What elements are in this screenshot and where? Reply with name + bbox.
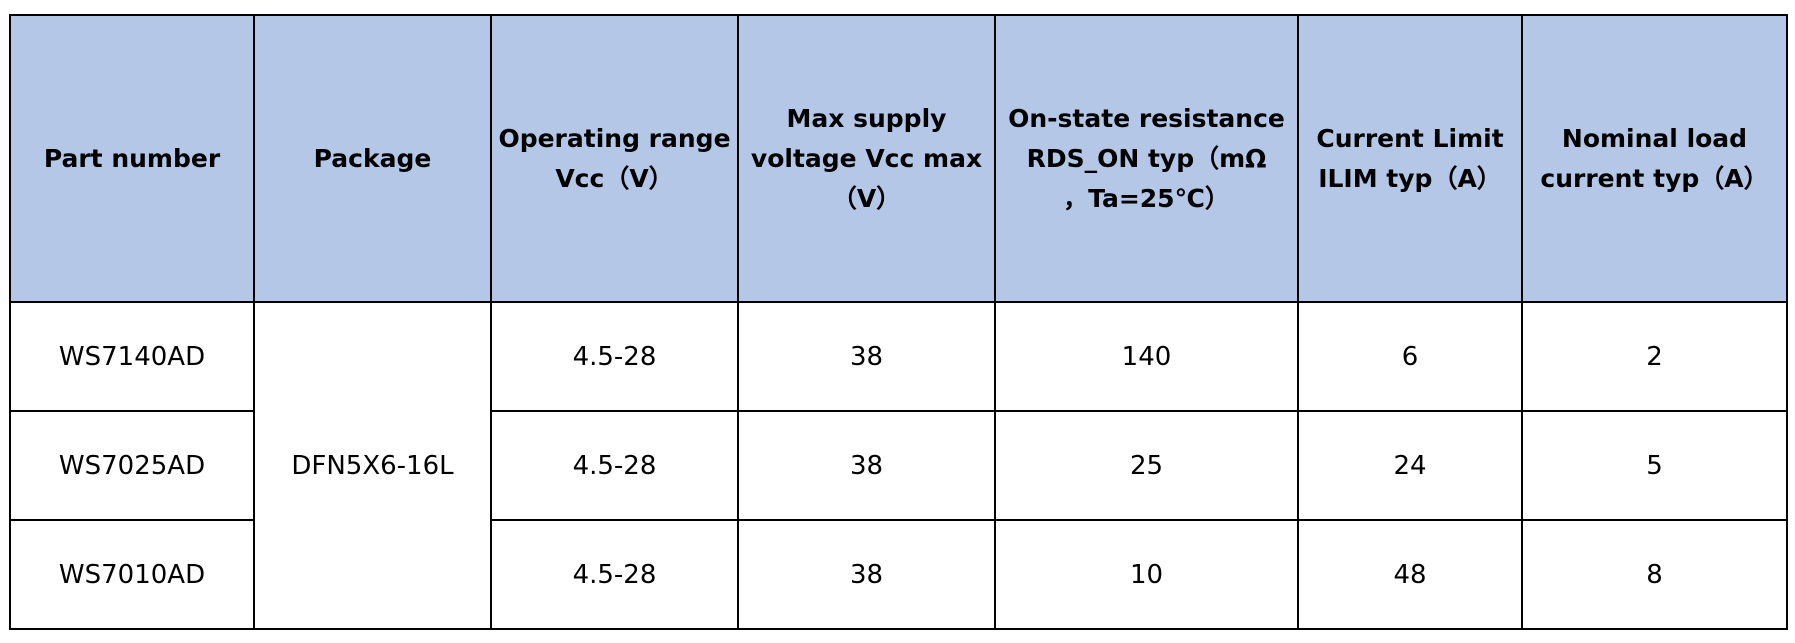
header-line: Max supply [786, 103, 947, 133]
table-row: WS7140AD DFN5X6-16L 4.5-28 38 140 6 2 [9, 301, 1788, 630]
header-line: Current Limit [1316, 123, 1504, 153]
header-line: RDS_ON typ（mΩ [1026, 143, 1267, 173]
table-body: WS7140AD DFN5X6-16L 4.5-28 38 140 6 2 WS7025AD 4… [9, 301, 1788, 630]
table-cell: 4.5-28 [490, 410, 739, 521]
header-line: Nominal load [1561, 123, 1748, 153]
header-row: Part number Package Operating range Vcc（V） M… [9, 14, 1788, 303]
header-line: （V） [831, 183, 902, 213]
table-cell: 38 [737, 519, 996, 630]
table-cell: 5 [1521, 410, 1788, 521]
header-cell: Operating range Vcc（V） [490, 14, 739, 303]
header-line: On-state resistance [1008, 103, 1285, 133]
header-cell: On-state resistance RDS_ON typ（mΩ ，Ta=25℃） [994, 14, 1299, 303]
header-line: Vcc（V） [555, 163, 674, 193]
table-cell: 6 [1297, 301, 1523, 412]
header-cell: Part number [9, 14, 255, 303]
table-cell: 4.5-28 [490, 519, 739, 630]
table-cell: 25 [994, 410, 1299, 521]
table-cell: WS7010AD [9, 519, 255, 630]
table-cell: 8 [1521, 519, 1788, 630]
header-line: voltage Vcc max [750, 143, 983, 173]
spec-table: Part number Package Operating range Vcc（V） M… [9, 14, 1788, 630]
header-cell: Max supply voltage Vcc max （V） [737, 14, 996, 303]
table-cell: 2 [1521, 301, 1788, 412]
table-row: WS7010AD 4.5-28 38 10 48 8 [9, 519, 1788, 630]
header-line: Part number [43, 143, 221, 173]
header-cell: Nominal load current typ（A） [1521, 14, 1788, 303]
table-cell: 4.5-28 [490, 301, 739, 412]
table-row: WS7025AD 4.5-28 38 25 24 5 [9, 410, 1788, 521]
table-cell: 38 [737, 410, 996, 521]
header-line: ILIM typ（A） [1318, 163, 1502, 193]
table-cell: WS7025AD [9, 410, 255, 521]
header-line: ，Ta=25℃） [1063, 183, 1230, 213]
table-cell: 24 [1297, 410, 1523, 521]
table-cell: 10 [994, 519, 1299, 630]
package-cell: DFN5X6-16L [253, 301, 492, 630]
header-line: current typ（A） [1540, 163, 1769, 193]
table-cell: 38 [737, 301, 996, 412]
table-cell: 48 [1297, 519, 1523, 630]
header-line: Package [313, 143, 432, 173]
header-cell: Current Limit ILIM typ（A） [1297, 14, 1523, 303]
table-cell: 140 [994, 301, 1299, 412]
header-line: Operating range [498, 123, 731, 153]
header-cell: Package [253, 14, 492, 303]
table-cell: WS7140AD [9, 301, 255, 412]
